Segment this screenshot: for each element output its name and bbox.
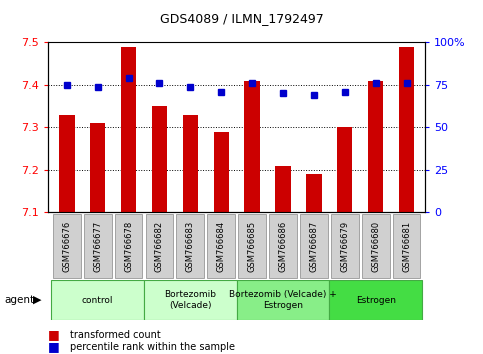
Text: GSM766687: GSM766687 — [310, 221, 318, 272]
Text: GSM766683: GSM766683 — [186, 221, 195, 272]
Bar — [59, 115, 74, 212]
Text: GDS4089 / ILMN_1792497: GDS4089 / ILMN_1792497 — [159, 12, 324, 25]
Text: ■: ■ — [48, 341, 60, 353]
Text: GSM766679: GSM766679 — [340, 221, 349, 272]
Bar — [275, 166, 291, 212]
Bar — [121, 47, 136, 212]
FancyBboxPatch shape — [176, 214, 204, 278]
Bar — [183, 115, 198, 212]
Bar — [399, 47, 414, 212]
Text: GSM766685: GSM766685 — [248, 221, 256, 272]
Text: ■: ■ — [48, 328, 60, 341]
FancyBboxPatch shape — [331, 214, 359, 278]
Text: GSM766676: GSM766676 — [62, 221, 71, 272]
FancyBboxPatch shape — [362, 214, 389, 278]
Text: percentile rank within the sample: percentile rank within the sample — [70, 342, 235, 352]
Text: GSM766677: GSM766677 — [93, 221, 102, 272]
Text: GSM766678: GSM766678 — [124, 221, 133, 272]
Text: Estrogen: Estrogen — [355, 296, 396, 304]
FancyBboxPatch shape — [269, 214, 297, 278]
Bar — [90, 123, 105, 212]
Bar — [152, 106, 167, 212]
Text: GSM766680: GSM766680 — [371, 221, 380, 272]
FancyBboxPatch shape — [238, 214, 266, 278]
FancyBboxPatch shape — [144, 280, 237, 320]
Text: GSM766684: GSM766684 — [217, 221, 226, 272]
Bar — [368, 81, 384, 212]
FancyBboxPatch shape — [393, 214, 420, 278]
FancyBboxPatch shape — [237, 280, 329, 320]
Text: transformed count: transformed count — [70, 330, 161, 339]
Bar — [244, 81, 260, 212]
FancyBboxPatch shape — [329, 280, 422, 320]
FancyBboxPatch shape — [114, 214, 142, 278]
Text: Bortezomib (Velcade) +
Estrogen: Bortezomib (Velcade) + Estrogen — [229, 290, 337, 310]
FancyBboxPatch shape — [145, 214, 173, 278]
Text: ▶: ▶ — [33, 295, 42, 305]
Text: GSM766682: GSM766682 — [155, 221, 164, 272]
Text: Bortezomib
(Velcade): Bortezomib (Velcade) — [164, 290, 216, 310]
Text: agent: agent — [5, 295, 35, 305]
Bar — [213, 132, 229, 212]
Bar — [306, 174, 322, 212]
FancyBboxPatch shape — [53, 214, 81, 278]
FancyBboxPatch shape — [51, 280, 144, 320]
Bar — [337, 127, 353, 212]
Text: GSM766686: GSM766686 — [279, 221, 287, 272]
FancyBboxPatch shape — [207, 214, 235, 278]
Text: GSM766681: GSM766681 — [402, 221, 411, 272]
FancyBboxPatch shape — [300, 214, 328, 278]
FancyBboxPatch shape — [84, 214, 112, 278]
Text: control: control — [82, 296, 114, 304]
